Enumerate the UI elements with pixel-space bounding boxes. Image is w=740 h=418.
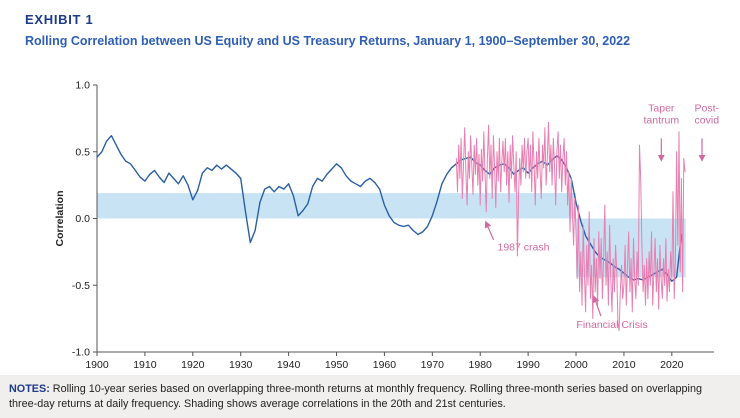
- x-tick-label: 2020: [660, 359, 684, 371]
- x-tick-label: 1940: [277, 359, 301, 371]
- notes-label: NOTES:: [9, 383, 50, 395]
- annotation-label: 1987 crash: [498, 242, 550, 254]
- annotation-arrow: [592, 295, 602, 317]
- x-tick-label: 1920: [181, 359, 205, 371]
- x-tick-label: 1970: [421, 359, 445, 371]
- annotation-label: Financial Crisis: [576, 319, 647, 331]
- x-tick-label: 1910: [133, 359, 157, 371]
- chart-header: EXHIBIT 1 Rolling Correlation between US…: [25, 12, 630, 48]
- annotation-financial-crisis: Financial Crisis: [576, 295, 648, 331]
- notes-text: Rolling 10-year series based on overlapp…: [9, 383, 702, 410]
- annotation-label: tantrum: [643, 115, 679, 127]
- y-axis-title: Correlation: [54, 190, 66, 246]
- annotation-1987-crash: 1987 crash: [484, 220, 550, 254]
- x-tick-label: 1990: [516, 359, 540, 371]
- x-tick-label: 1930: [229, 359, 253, 371]
- shading-band-20th-century: [97, 193, 576, 219]
- y-tick-label: 0.5: [75, 146, 90, 158]
- annotation-post-covid: Post-covid: [695, 103, 720, 162]
- annotation-arrow: [484, 220, 495, 241]
- annotation-label: Post-: [695, 103, 720, 115]
- x-tick-label: 1900: [85, 359, 109, 371]
- y-tick-label: 1.0: [75, 80, 90, 92]
- rolling-3-month-line: [455, 121, 686, 332]
- chart-title: Rolling Correlation between US Equity an…: [25, 34, 631, 48]
- x-tick-label: 2010: [612, 359, 636, 371]
- rolling-10-year-line: [96, 134, 683, 282]
- x-tick-label: 2000: [564, 359, 588, 371]
- annotation-label: Taper: [648, 103, 675, 115]
- x-tick-label: 1950: [325, 359, 349, 371]
- annotation-label: covid: [695, 115, 720, 127]
- y-tick-label: -0.5: [72, 280, 90, 292]
- x-tick-label: 1980: [469, 359, 493, 371]
- x-tick-label: 1960: [373, 359, 397, 371]
- y-tick-label: -1.0: [72, 347, 90, 359]
- exhibit-label: EXHIBIT 1: [25, 12, 94, 27]
- y-tick-label: 0.0: [75, 213, 90, 225]
- chart-notes: NOTES: Rolling 10-year series based on ov…: [0, 375, 740, 418]
